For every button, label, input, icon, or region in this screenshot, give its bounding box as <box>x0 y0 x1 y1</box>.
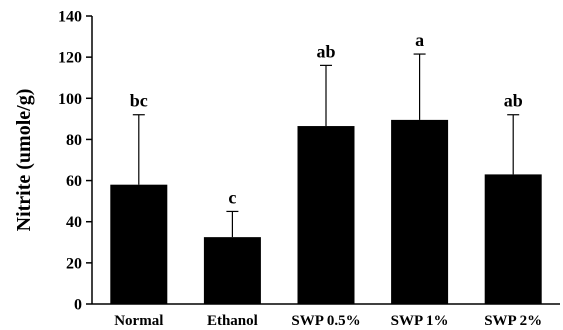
category-label: Normal <box>114 313 163 329</box>
y-tick-label: 80 <box>66 132 82 149</box>
y-tick-label: 40 <box>66 214 82 231</box>
y-tick-label: 120 <box>58 50 82 67</box>
y-tick-label: 140 <box>58 9 82 26</box>
category-labels-group: Normal Ethanol SWP 0.5% SWP 1% SWP 2% <box>114 313 542 329</box>
category-label: SWP 0.5% <box>291 313 360 329</box>
bar <box>110 184 168 304</box>
significance-label: ab <box>504 91 523 111</box>
bars-group <box>110 119 542 304</box>
category-label: SWP 2% <box>484 313 542 329</box>
y-axis-title: Nitrite (umole/g) <box>13 89 35 232</box>
significance-label: ab <box>316 41 335 61</box>
significance-label: c <box>228 187 236 207</box>
significance-label: bc <box>130 91 148 111</box>
y-tick-label: 0 <box>74 297 82 314</box>
y-tick-label: 20 <box>66 255 82 272</box>
category-label: SWP 1% <box>391 313 449 329</box>
bar <box>484 174 542 304</box>
significance-label: a <box>415 30 424 50</box>
y-tick-label: 60 <box>66 173 82 190</box>
y-axis-ticks: 0 20 40 60 80 100 120 140 <box>58 9 92 314</box>
bar <box>391 119 449 304</box>
category-label: Ethanol <box>207 313 258 329</box>
error-bars-group <box>132 53 520 238</box>
significance-labels-group: bc c ab a ab <box>130 30 523 207</box>
y-tick-label: 100 <box>58 91 82 108</box>
bar <box>203 237 261 304</box>
bar <box>297 126 355 304</box>
